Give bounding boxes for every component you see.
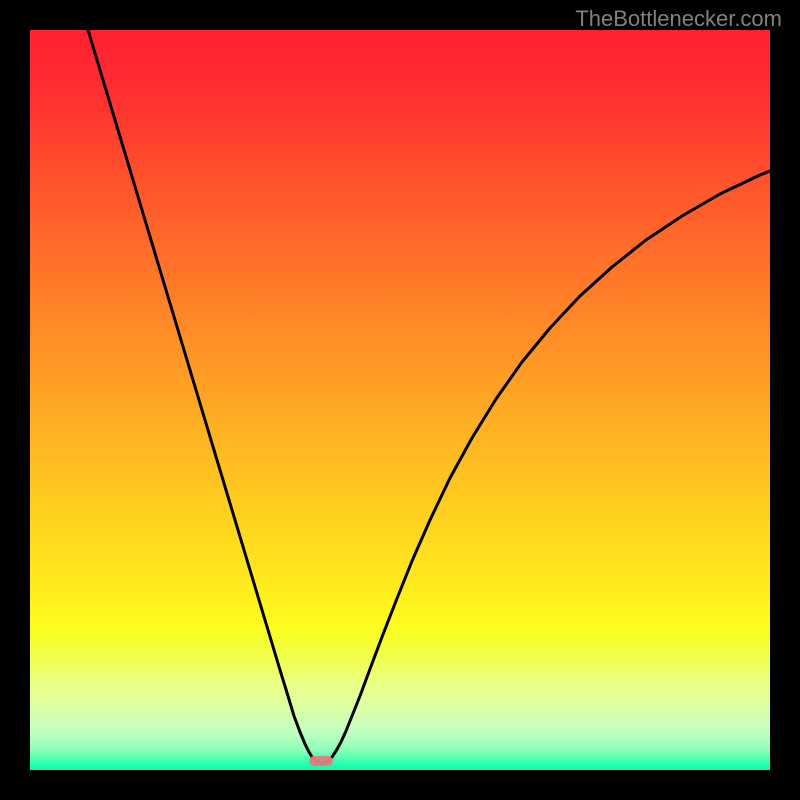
watermark-text: TheBottlenecker.com [575, 6, 782, 32]
bottleneck-chart [30, 30, 770, 770]
chart-svg [30, 30, 770, 770]
chart-background [30, 30, 770, 770]
optimum-marker [309, 756, 333, 766]
